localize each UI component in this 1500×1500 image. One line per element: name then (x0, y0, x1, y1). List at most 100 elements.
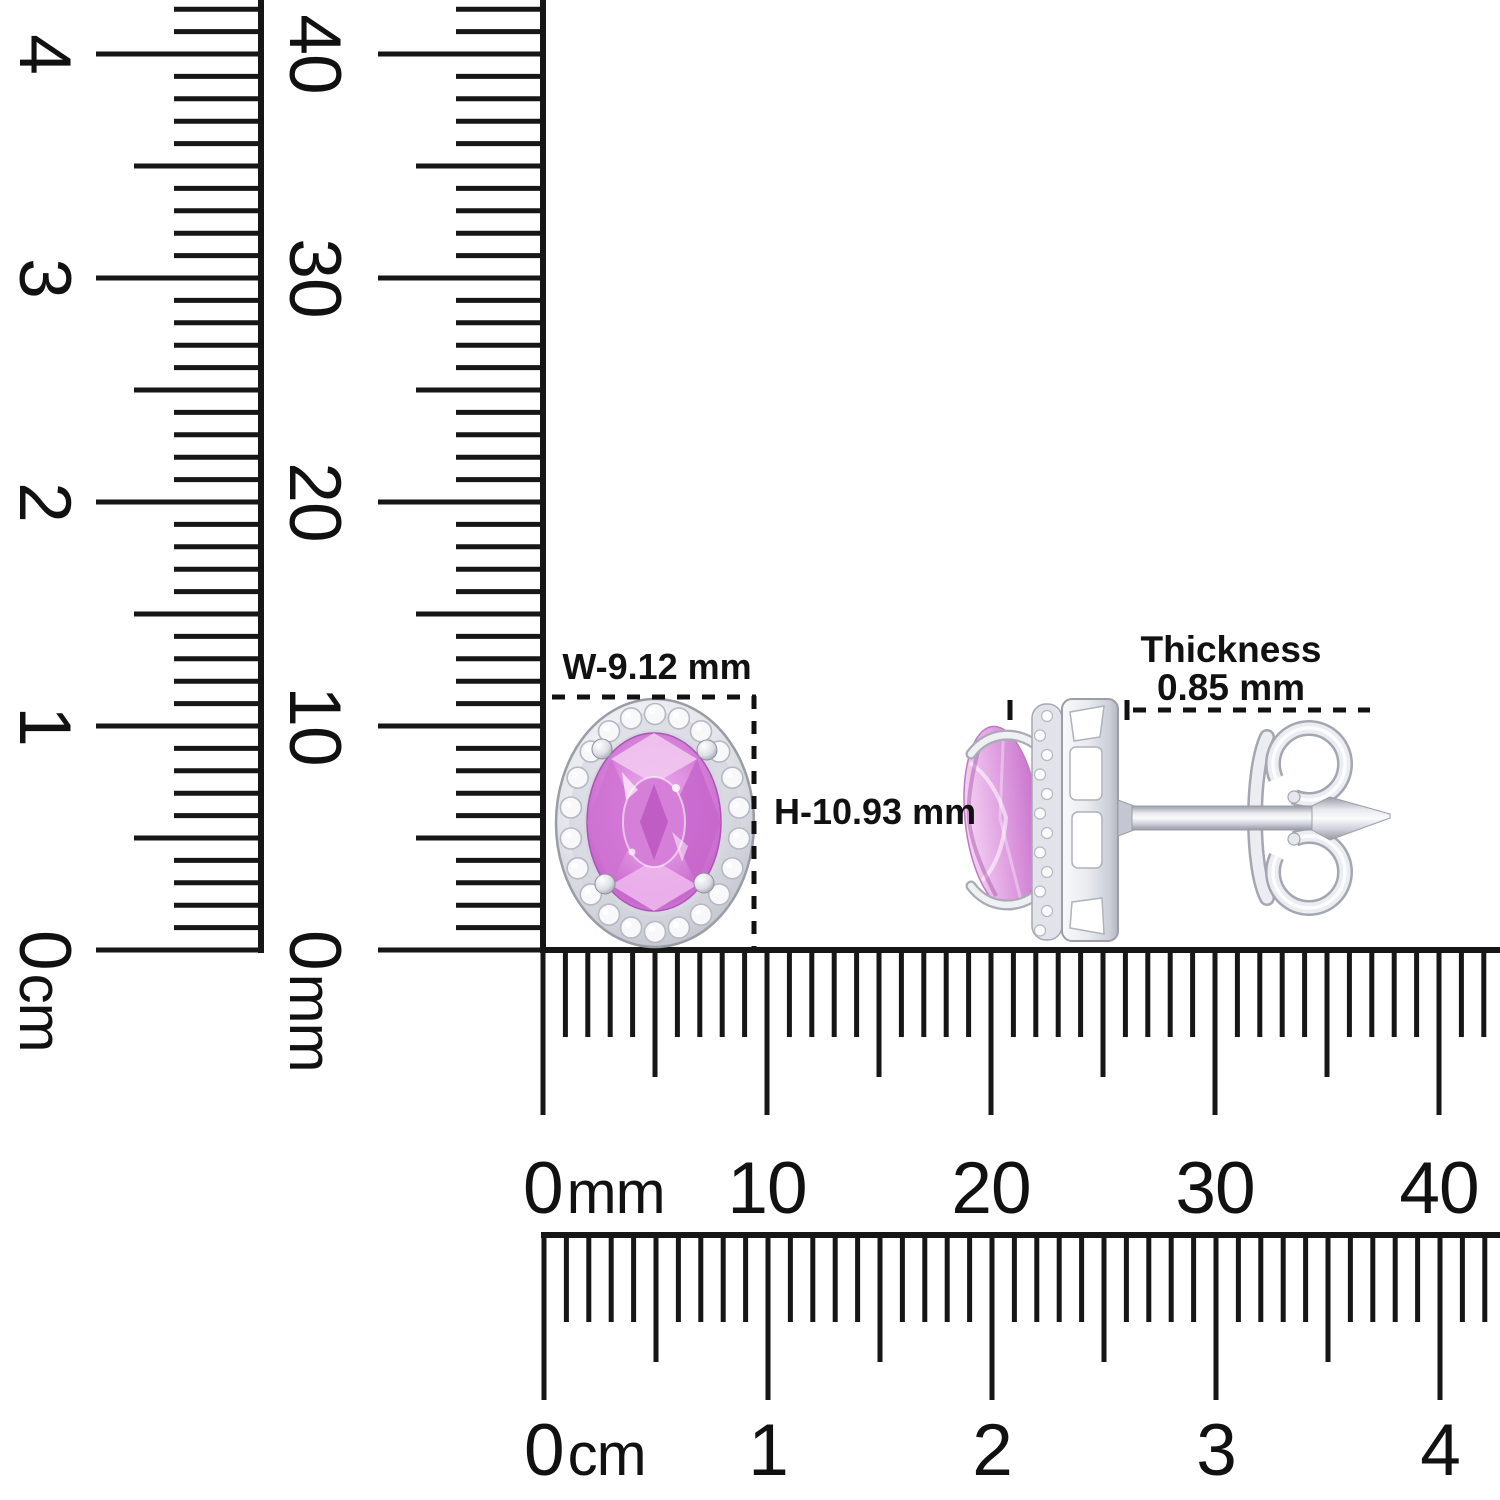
clutch-scroll-top (1271, 726, 1347, 802)
halo-stone-sparkle (564, 801, 572, 808)
ruler-unit: cm (7, 974, 74, 1052)
post-tip (1311, 796, 1391, 841)
ruler-horizontal-cm: 1 2 3 4 0cm (524, 1232, 1500, 1491)
halo-stone-sparkle (726, 862, 733, 869)
front-gem (586, 732, 722, 912)
side-halo-stone (1033, 807, 1047, 820)
ruler-number: 2 (4, 482, 85, 522)
width-label: W-9.12 mm (562, 646, 751, 687)
ruler-number: 4 (1420, 1410, 1460, 1491)
ruler-zero-label: 0mm (523, 1148, 665, 1229)
halo-stone (566, 766, 590, 790)
earring-post (1131, 805, 1319, 831)
halo-stone (597, 903, 621, 927)
gem-facet (611, 860, 697, 911)
halo-stone-sparkle (713, 888, 720, 895)
ruler-number: 30 (1175, 1148, 1254, 1229)
ruler-unit: cm (568, 1421, 646, 1488)
halo-stone-sparkle (584, 745, 591, 752)
ruler-horizontal-mm: 10 20 30 40 0mm (523, 947, 1500, 1229)
halo-stone (667, 916, 691, 939)
plate-cutout (1071, 811, 1103, 869)
halo-stone-sparkle (602, 725, 610, 732)
side-halo-stone (1033, 729, 1047, 742)
side-halo-stone (1040, 748, 1054, 762)
ruler-number: 10 (727, 1148, 806, 1229)
gem-sparkle (672, 832, 688, 862)
side-halo-stone (1033, 768, 1047, 781)
ruler-number: 40 (274, 14, 355, 93)
ruler-zero-label: 0cm (524, 1410, 646, 1491)
dimension-annotations: W-9.12 mm H-10.93 mm Thickness 0.85 mm (552, 629, 1370, 947)
halo-stone (720, 766, 744, 790)
ruler-number: 3 (1196, 1410, 1236, 1491)
side-halo-stone (1040, 787, 1054, 801)
halo-stone-sparkle (732, 801, 740, 808)
ruler-number: 30 (274, 238, 355, 317)
halo-stone (566, 856, 590, 880)
ruler-number: 10 (274, 686, 355, 765)
gem-facet (587, 759, 641, 885)
gem-sparkle (622, 772, 638, 800)
halo-stone (667, 707, 691, 730)
prong (594, 873, 616, 895)
side-halo-stone (1040, 826, 1054, 840)
halo-stone-sparkle (648, 925, 656, 933)
halo-stone-sparkle (672, 921, 680, 928)
ruler-number: 40 (1399, 1148, 1478, 1229)
halo-stone-sparkle (726, 771, 733, 778)
side-halo-stones (1033, 709, 1054, 937)
ruler-unit: mm (277, 974, 344, 1072)
halo-stone (689, 719, 713, 743)
halo-stone-sparkle (648, 707, 656, 715)
ruler-number: 20 (274, 462, 355, 541)
halo-stone-sparkle (571, 771, 578, 778)
halo-stone (727, 827, 751, 850)
side-earring-image (963, 698, 1391, 942)
ruler-number: 3 (4, 258, 85, 298)
side-halo-stone (1033, 924, 1047, 937)
halo-stone (643, 920, 667, 944)
halo-stone-sparkle (672, 712, 680, 719)
clutch-scroll-tip (1287, 790, 1301, 804)
halo-stone-sparkle (584, 888, 591, 895)
gem-facet (640, 784, 668, 860)
ruler-zero-label: 0mm (274, 930, 355, 1072)
halo-stone (689, 903, 713, 927)
halo-stone-sparkle (694, 725, 702, 732)
thickness-title-label: Thickness (1141, 629, 1322, 670)
prong (591, 738, 613, 760)
thickness-value-label: 0.85 mm (1157, 667, 1305, 708)
clutch-scroll-bottom (1271, 834, 1347, 910)
height-label: H-10.93 mm (774, 791, 976, 832)
plate-cutout (1069, 746, 1103, 801)
plate-cutout (1069, 705, 1105, 742)
ruler-number: 1 (4, 706, 85, 746)
clutch-scroll-tip (1287, 832, 1301, 846)
ruler-number: 4 (4, 34, 85, 74)
ruler-number: 1 (748, 1410, 788, 1491)
halo-stone (643, 702, 667, 726)
ruler-vertical-mm: 40 30 20 10 0mm (274, 0, 546, 1072)
gem-facet (611, 733, 697, 784)
gem-sparkle (628, 848, 636, 856)
gem-sparkle (672, 784, 680, 792)
halo-stone (559, 827, 583, 850)
front-earring-image (554, 697, 756, 949)
side-halo-stone (1040, 865, 1054, 879)
halo-stone-sparkle (732, 832, 740, 839)
plate-cutout (1069, 897, 1105, 935)
halo-stone-sparkle (694, 908, 702, 915)
halo-stone (720, 856, 744, 880)
ruler-vertical-cm: 4 3 2 1 0cm (4, 0, 264, 1052)
prong (693, 872, 715, 894)
ruler-number: 20 (951, 1148, 1030, 1229)
halo-stones (559, 702, 751, 944)
ruler-number: 2 (972, 1410, 1012, 1491)
halo-stone-sparkle (564, 832, 572, 839)
side-halo-stone (1040, 709, 1054, 723)
halo-stone (727, 796, 751, 819)
prong (696, 739, 718, 761)
halo-stone (619, 707, 643, 730)
